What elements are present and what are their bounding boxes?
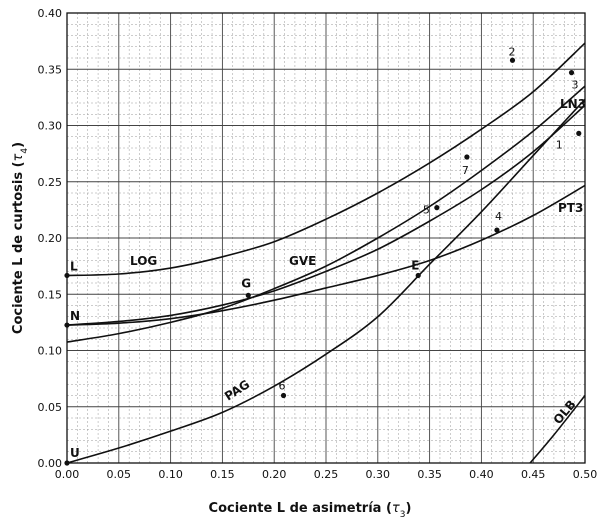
- marker-label: N: [70, 309, 80, 323]
- data-point-2: [509, 57, 516, 63]
- data-point-1: [576, 130, 582, 136]
- data-point-label: 6: [279, 380, 286, 393]
- data-point-label: 7: [462, 164, 469, 177]
- grid: [66, 12, 586, 464]
- plot-frame: [66, 12, 586, 464]
- x-tick-label: 0.30: [366, 468, 391, 481]
- data-point-5: [434, 205, 440, 211]
- curve-pt3: [66, 184, 586, 326]
- x-tick-label: 0.50: [573, 468, 598, 481]
- curve-label-pt3: PT3: [558, 201, 583, 215]
- x-tick-label: 0.45: [521, 468, 546, 481]
- curve-log: [66, 42, 586, 277]
- data-point-label: 2: [508, 45, 515, 58]
- y-tick-label: 0.05: [38, 401, 63, 414]
- x-tick-label: 0.40: [469, 468, 494, 481]
- data-points: [64, 57, 582, 466]
- curve-olb: [529, 395, 586, 464]
- marker-e: [415, 272, 421, 279]
- data-point-label: 5: [423, 204, 430, 217]
- curve-label-ln3: LN3: [560, 97, 586, 111]
- data-point-label: 3: [572, 79, 579, 92]
- y-tick-label: 0.30: [38, 120, 63, 133]
- x-tick-label: 0.05: [107, 468, 132, 481]
- x-tick-label: 0.25: [314, 468, 339, 481]
- x-axis-label: Cociente L de asimetría (τ3): [209, 501, 412, 520]
- curve-label-gve: GVE: [289, 254, 316, 268]
- x-tick-label: 0.35: [417, 468, 442, 481]
- curve-pag: [66, 98, 586, 464]
- marker-g: [245, 292, 251, 298]
- curve-gve: [66, 85, 586, 343]
- data-point-3: [568, 70, 575, 76]
- y-tick-label: 0.35: [38, 63, 63, 76]
- marker-label: G: [241, 276, 251, 290]
- marker-label: E: [411, 258, 419, 272]
- curve-ln3: [66, 104, 586, 326]
- data-point-label: 4: [495, 210, 502, 223]
- curves: [66, 42, 586, 464]
- labels: 0.00 0.05 0.10 0.15 0.20 0.25 0.30 0.35 0.40 0.45…: [38, 7, 598, 481]
- y-tick-label: 0.25: [38, 176, 63, 189]
- data-point-7: [464, 154, 470, 160]
- data-point-4: [494, 227, 500, 233]
- y-tick-label: 0.10: [38, 345, 63, 358]
- x-tick-label: 0.10: [158, 468, 183, 481]
- marker-label: U: [70, 446, 80, 460]
- marker-label: L: [70, 259, 78, 273]
- y-tick-label: 0.00: [38, 457, 63, 470]
- data-point-6: [280, 392, 287, 399]
- y-tick-label: 0.20: [38, 232, 63, 245]
- y-tick-label: 0.15: [38, 288, 63, 301]
- data-point-label: 1: [556, 138, 563, 151]
- x-tick-label: 0.20: [262, 468, 287, 481]
- y-tick-label: 0.40: [38, 7, 63, 20]
- x-tick-label: 0.15: [210, 468, 235, 481]
- x-tick-label: 0.00: [55, 468, 80, 481]
- y-axis-label: Cociente L de curtosis (τ4): [11, 142, 30, 334]
- curve-label-log: LOG: [130, 254, 157, 268]
